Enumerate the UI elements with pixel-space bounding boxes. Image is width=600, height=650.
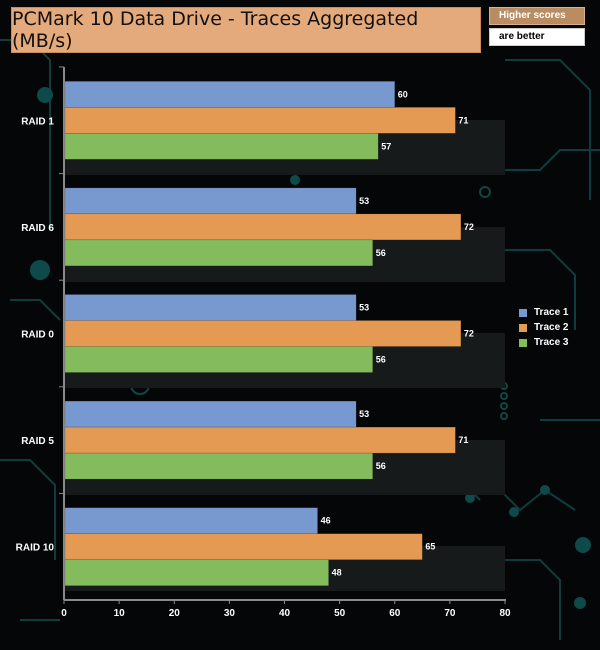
chart-title-box: PCMark 10 Data Drive - Traces Aggregated…	[11, 7, 481, 53]
data-label-raid-6-trace-1: 53	[359, 196, 369, 206]
data-label-raid-10-trace-3: 48	[332, 568, 342, 578]
legend-label-trace-2: Trace 2	[534, 322, 569, 333]
data-label-raid-1-trace-2: 71	[458, 115, 468, 125]
legend-swatch-trace-2	[519, 323, 527, 332]
data-label-raid-0-trace-3: 56	[376, 355, 386, 365]
bar-raid-0-trace-3	[64, 346, 373, 373]
legend-swatch-trace-3	[519, 338, 527, 347]
data-label-raid-5-trace-3: 56	[376, 461, 386, 471]
category-label-raid-1: RAID 1	[21, 116, 54, 127]
note-are-better: are better	[489, 28, 585, 46]
data-label-raid-10-trace-2: 65	[425, 542, 435, 552]
bar-raid-6-trace-2	[64, 213, 462, 241]
bar-raid-1-trace-1	[64, 81, 395, 108]
category-label-raid-10: RAID 10	[16, 543, 55, 554]
chart-title: PCMark 10 Data Drive - Traces Aggregated…	[12, 8, 419, 52]
bar-raid-1-trace-3	[64, 133, 379, 160]
x-tick-label-20: 20	[169, 608, 181, 619]
x-tick-label-0: 0	[61, 608, 67, 619]
bar-raid-0-trace-1	[64, 294, 357, 321]
x-tick-label-80: 80	[499, 608, 511, 619]
bar-raid-5-trace-3	[64, 452, 373, 480]
x-tick-label-60: 60	[389, 608, 401, 619]
x-tick-label-40: 40	[279, 608, 291, 619]
data-label-raid-6-trace-3: 56	[376, 248, 386, 258]
bar-raid-1-trace-2	[64, 107, 456, 134]
legend-item-trace-1: Trace 1	[519, 305, 568, 320]
data-label-raid-1-trace-3: 57	[381, 141, 391, 151]
legend-label-trace-3: Trace 3	[534, 337, 569, 348]
x-tick-label-70: 70	[444, 608, 456, 619]
x-tick-label-30: 30	[224, 608, 236, 619]
note-higher-scores: Higher scores	[489, 7, 585, 25]
x-tick-label-50: 50	[334, 608, 346, 619]
category-label-raid-5: RAID 5	[21, 436, 54, 447]
legend: Trace 1 Trace 2 Trace 3	[519, 305, 568, 350]
data-label-raid-1-trace-1: 60	[398, 89, 408, 99]
legend-label-trace-1: Trace 1	[534, 307, 569, 318]
legend-item-trace-2: Trace 2	[519, 320, 568, 335]
legend-item-trace-3: Trace 3	[519, 335, 568, 350]
category-label-raid-6: RAID 6	[21, 223, 54, 234]
bar-raid-6-trace-3	[64, 239, 373, 267]
category-label-raid-0: RAID 0	[21, 330, 54, 341]
bar-raid-5-trace-1	[64, 400, 357, 428]
data-label-raid-0-trace-2: 72	[464, 329, 474, 339]
data-label-raid-10-trace-1: 46	[321, 516, 331, 526]
bar-raid-6-trace-1	[64, 187, 357, 215]
bar-raid-10-trace-1	[64, 507, 318, 534]
bar-raid-5-trace-2	[64, 426, 456, 454]
data-label-raid-5-trace-2: 71	[458, 435, 468, 445]
data-label-raid-6-trace-2: 72	[464, 222, 474, 232]
data-label-raid-5-trace-1: 53	[359, 409, 369, 419]
x-tick-label-10: 10	[114, 608, 126, 619]
bar-raid-0-trace-2	[64, 320, 462, 347]
bar-raid-10-trace-3	[64, 559, 329, 586]
bar-raid-10-trace-2	[64, 533, 423, 560]
data-label-raid-0-trace-1: 53	[359, 303, 369, 313]
legend-swatch-trace-1	[519, 308, 527, 317]
